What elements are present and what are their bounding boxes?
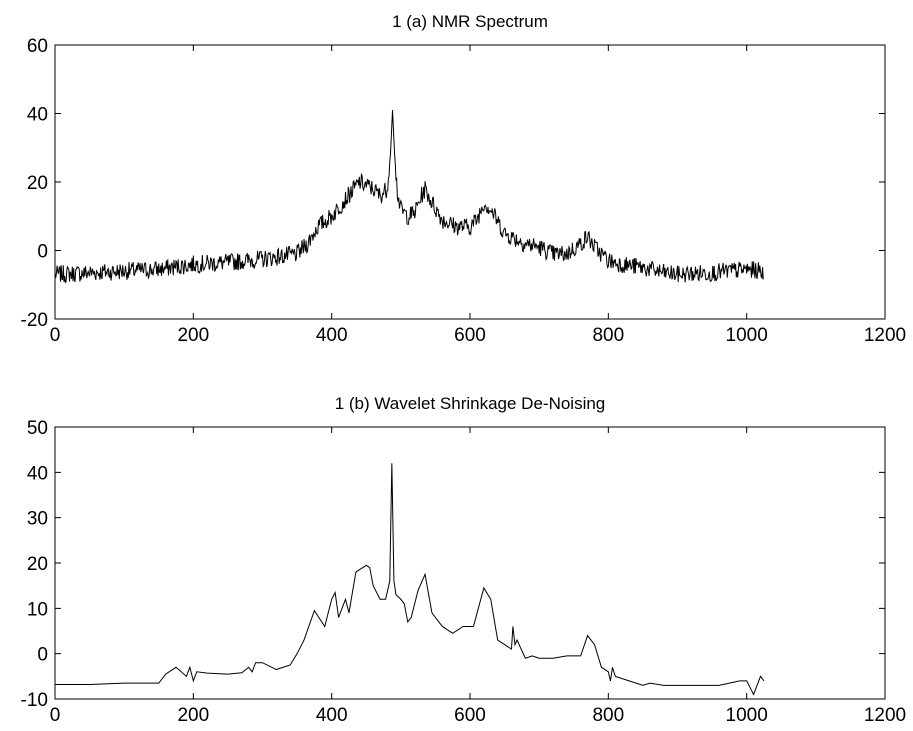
chart-title-b: 1 (b) Wavelet Shrinkage De-Noising: [335, 394, 606, 413]
y-tick-label: -10: [21, 690, 48, 711]
x-tick-label: 200: [177, 705, 209, 726]
y-tick-label: 30: [27, 509, 48, 530]
series-line-nmr-spectrum: [54, 110, 764, 284]
y-tick-label: 20: [27, 173, 48, 194]
tick-mark-path: [54, 426, 886, 700]
tick-mark-path: [54, 44, 886, 320]
axes-box-b: [54, 426, 886, 700]
series-line-denoised: [55, 463, 765, 696]
x-tick-labels-a: 0 200 400 600 800 1000 1200: [50, 325, 906, 346]
x-tick-label: 800: [592, 325, 624, 346]
x-tick-labels-b: 0 200 400 600 800 1000 1200: [50, 705, 906, 726]
y-tick-label: 60: [27, 36, 48, 57]
x-tick-label: 200: [177, 325, 209, 346]
x-tick-label: 0: [50, 705, 61, 726]
tick-marks-b: [54, 426, 886, 700]
x-tick-label: 400: [316, 705, 348, 726]
y-tick-label: 20: [27, 554, 48, 575]
x-tick-label: 800: [592, 705, 624, 726]
y-tick-label: 40: [27, 105, 48, 126]
tick-marks-a: [54, 44, 886, 320]
x-tick-label: 600: [454, 325, 486, 346]
x-tick-label: 1200: [864, 325, 906, 346]
y-tick-label: 0: [37, 645, 48, 666]
x-tick-label: 0: [50, 325, 61, 346]
x-tick-label: 1200: [864, 705, 906, 726]
y-tick-label: 50: [27, 418, 48, 439]
x-tick-label: 600: [454, 705, 486, 726]
y-tick-label: 0: [37, 242, 48, 263]
y-tick-label: -20: [21, 310, 48, 331]
y-tick-labels-b: -10 0 10 20 30 40 50: [21, 418, 48, 711]
x-tick-label: 400: [316, 325, 348, 346]
y-tick-labels-a: -20 0 20 40 60: [21, 36, 48, 331]
y-tick-label: 10: [27, 599, 48, 620]
axes-box-a: [54, 44, 886, 320]
x-tick-label: 1000: [726, 705, 768, 726]
chart-title-a: 1 (a) NMR Spectrum: [392, 12, 548, 31]
x-tick-label: 1000: [726, 325, 768, 346]
y-tick-label: 40: [27, 463, 48, 484]
chart-panel-b: 1 (b) Wavelet Shrinkage De-Noising -1001…: [21, 394, 907, 726]
